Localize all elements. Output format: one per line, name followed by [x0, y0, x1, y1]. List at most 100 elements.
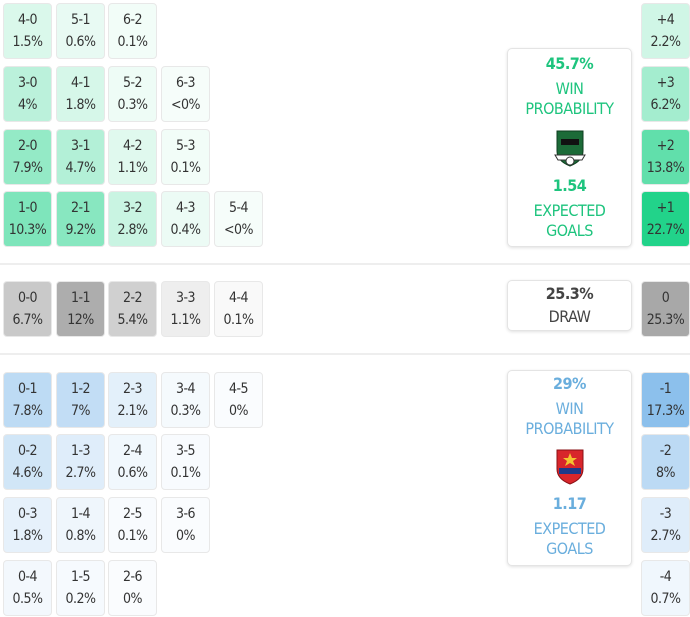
- probability-value: 0%: [123, 591, 142, 607]
- probability-value: 0.8%: [65, 528, 97, 544]
- probability-value: 13.8%: [646, 160, 685, 176]
- probability-value: 0.7%: [650, 591, 682, 607]
- probability-value: 2.1%: [117, 403, 149, 419]
- draw-label: DRAW: [548, 307, 591, 326]
- margin-cell: +1 22.7%: [641, 191, 690, 247]
- score-cell: 2-1 9.2%: [56, 191, 105, 247]
- probability-value: 0.1%: [223, 312, 255, 328]
- score-label: +3: [656, 75, 675, 91]
- probability-value: 0.1%: [170, 160, 202, 176]
- away-win-pct: 29%: [553, 374, 586, 393]
- probability-value: 1.8%: [65, 97, 97, 113]
- score-cell: 0-4 0.5%: [3, 560, 52, 616]
- probability-value: 0.1%: [170, 465, 202, 481]
- score-cell: 5-3 0.1%: [161, 129, 210, 185]
- score-label: 5-1: [70, 12, 91, 28]
- score-cell: 3-1 4.7%: [56, 129, 105, 185]
- score-label: 4-2: [122, 138, 143, 154]
- margin-cell: +3 6.2%: [641, 66, 690, 122]
- probability-value: 0.2%: [65, 591, 97, 607]
- probability-value: 0%: [176, 528, 195, 544]
- probability-value: 5.4%: [117, 312, 149, 328]
- score-cell: 4-3 0.4%: [161, 191, 210, 247]
- score-cell: 3-4 0.3%: [161, 372, 210, 428]
- score-label: 2-4: [122, 443, 143, 459]
- score-label: 1-2: [70, 381, 91, 397]
- score-label: 1-5: [70, 569, 91, 585]
- score-cell: 1-0 10.3%: [3, 191, 52, 247]
- probability-value: 2.2%: [650, 34, 682, 50]
- probability-value: 1.8%: [12, 528, 44, 544]
- probability-value: 0.6%: [117, 465, 149, 481]
- score-label: 1-4: [70, 506, 91, 522]
- probability-value: 0.1%: [117, 34, 149, 50]
- probability-value: 6.2%: [650, 97, 682, 113]
- margin-cell: -1 17.3%: [641, 372, 690, 428]
- probability-value: 4.6%: [12, 465, 44, 481]
- score-cell: 3-2 2.8%: [108, 191, 157, 247]
- score-cell: 3-0 4%: [3, 66, 52, 122]
- score-label: 3-3: [175, 290, 196, 306]
- home-xg-label: EXPECTED GOALS: [533, 201, 606, 240]
- score-label: 0: [661, 290, 670, 306]
- margin-cell: 0 25.3%: [641, 281, 690, 337]
- score-label: 3-1: [70, 138, 91, 154]
- score-label: +2: [656, 138, 675, 154]
- score-label: +1: [656, 200, 675, 216]
- score-label: 1-1: [70, 290, 91, 306]
- cska-crest-icon: [556, 449, 583, 485]
- score-label: -1: [659, 381, 672, 397]
- score-label: 2-3: [122, 381, 143, 397]
- divider: [0, 263, 690, 265]
- score-label: +4: [656, 12, 675, 28]
- home-summary-card: 45.7% WIN PROBABILITY 1.54 EXPECTED GOAL…: [507, 48, 632, 247]
- score-cell: 2-6 0%: [108, 560, 157, 616]
- score-cell: 3-5 0.1%: [161, 434, 210, 490]
- score-label: 6-3: [175, 75, 196, 91]
- probability-value: 0.6%: [65, 34, 97, 50]
- score-label: 3-2: [122, 200, 143, 216]
- score-cell: 2-4 0.6%: [108, 434, 157, 490]
- home-win-label: WIN PROBABILITY: [525, 79, 614, 118]
- home-win-pct: 45.7%: [545, 54, 594, 73]
- score-cell: 6-3 <0%: [161, 66, 210, 122]
- score-cell: 1-3 2.7%: [56, 434, 105, 490]
- score-label: 5-2: [122, 75, 143, 91]
- score-label: -2: [659, 443, 672, 459]
- probability-value: 17.3%: [646, 403, 685, 419]
- score-label: -3: [659, 506, 672, 522]
- probability-value: 1.1%: [117, 160, 149, 176]
- score-label: 0-4: [17, 569, 38, 585]
- score-cell: 4-5 0%: [214, 372, 263, 428]
- probability-value: 2.8%: [117, 222, 149, 238]
- score-label: 3-4: [175, 381, 196, 397]
- probability-value: 8%: [656, 465, 675, 481]
- margin-cell: +2 13.8%: [641, 129, 690, 185]
- score-cell: 0-0 6.7%: [3, 281, 52, 337]
- score-label: 0-2: [17, 443, 38, 459]
- probability-value: 4%: [18, 97, 37, 113]
- away-win-label: WIN PROBABILITY: [525, 399, 614, 438]
- probability-value: 10.3%: [8, 222, 47, 238]
- score-cell: 1-4 0.8%: [56, 497, 105, 553]
- score-label: 0-1: [17, 381, 38, 397]
- score-label: 2-0: [17, 138, 38, 154]
- margin-cell: -4 0.7%: [641, 560, 690, 616]
- score-cell: 5-4 <0%: [214, 191, 263, 247]
- score-label: 1-3: [70, 443, 91, 459]
- divider: [0, 353, 690, 355]
- probability-value: 0.1%: [117, 528, 149, 544]
- home-xg: 1.54: [552, 176, 587, 195]
- score-cell: 0-3 1.8%: [3, 497, 52, 553]
- probability-value: 0.4%: [170, 222, 202, 238]
- score-cell: 3-3 1.1%: [161, 281, 210, 337]
- score-label: 4-1: [70, 75, 91, 91]
- probability-value: 7.8%: [12, 403, 44, 419]
- score-cell: 4-0 1.5%: [3, 3, 52, 59]
- score-cell: 5-1 0.6%: [56, 3, 105, 59]
- score-cell: 0-1 7.8%: [3, 372, 52, 428]
- score-label: 4-0: [17, 12, 38, 28]
- margin-cell: -2 8%: [641, 434, 690, 490]
- draw-summary-card: 25.3% DRAW: [507, 280, 632, 331]
- score-cell: 2-0 7.9%: [3, 129, 52, 185]
